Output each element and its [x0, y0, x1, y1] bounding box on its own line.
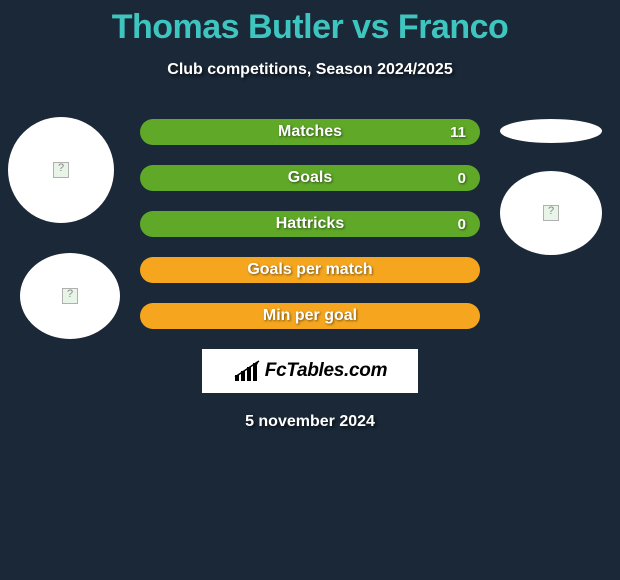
stat-label: Goals per match — [247, 261, 372, 279]
logo-box: FcTables.com — [202, 349, 418, 393]
stat-row-min-per-goal: Min per goal — [140, 303, 480, 329]
stat-row-matches: Matches 11 — [140, 119, 480, 145]
date-text: 5 november 2024 — [0, 413, 620, 431]
stat-value: 11 — [450, 124, 466, 141]
broken-image-icon — [62, 288, 78, 304]
player-avatar-2 — [20, 253, 120, 339]
broken-image-icon — [543, 205, 559, 221]
player-avatar-1 — [8, 117, 114, 223]
stat-value: 0 — [458, 216, 466, 233]
stats-container: Matches 11 Goals 0 Hattricks 0 Goals per… — [140, 119, 480, 329]
stat-row-goals-per-match: Goals per match — [140, 257, 480, 283]
stat-label: Hattricks — [276, 215, 344, 233]
stat-label: Min per goal — [263, 307, 357, 325]
stat-value: 0 — [458, 170, 466, 187]
decorative-ellipse — [500, 119, 602, 143]
broken-image-icon — [53, 162, 69, 178]
page-title: Thomas Butler vs Franco — [0, 8, 620, 47]
stat-label: Matches — [278, 123, 342, 141]
stat-label: Goals — [288, 169, 332, 187]
subtitle: Club competitions, Season 2024/2025 — [0, 61, 620, 79]
logo-text: FcTables.com — [265, 360, 387, 382]
stat-row-goals: Goals 0 — [140, 165, 480, 191]
stat-row-hattricks: Hattricks 0 — [140, 211, 480, 237]
logo-chart-icon — [233, 359, 261, 383]
content-area: Matches 11 Goals 0 Hattricks 0 Goals per… — [0, 119, 620, 431]
player-avatar-3 — [500, 171, 602, 255]
